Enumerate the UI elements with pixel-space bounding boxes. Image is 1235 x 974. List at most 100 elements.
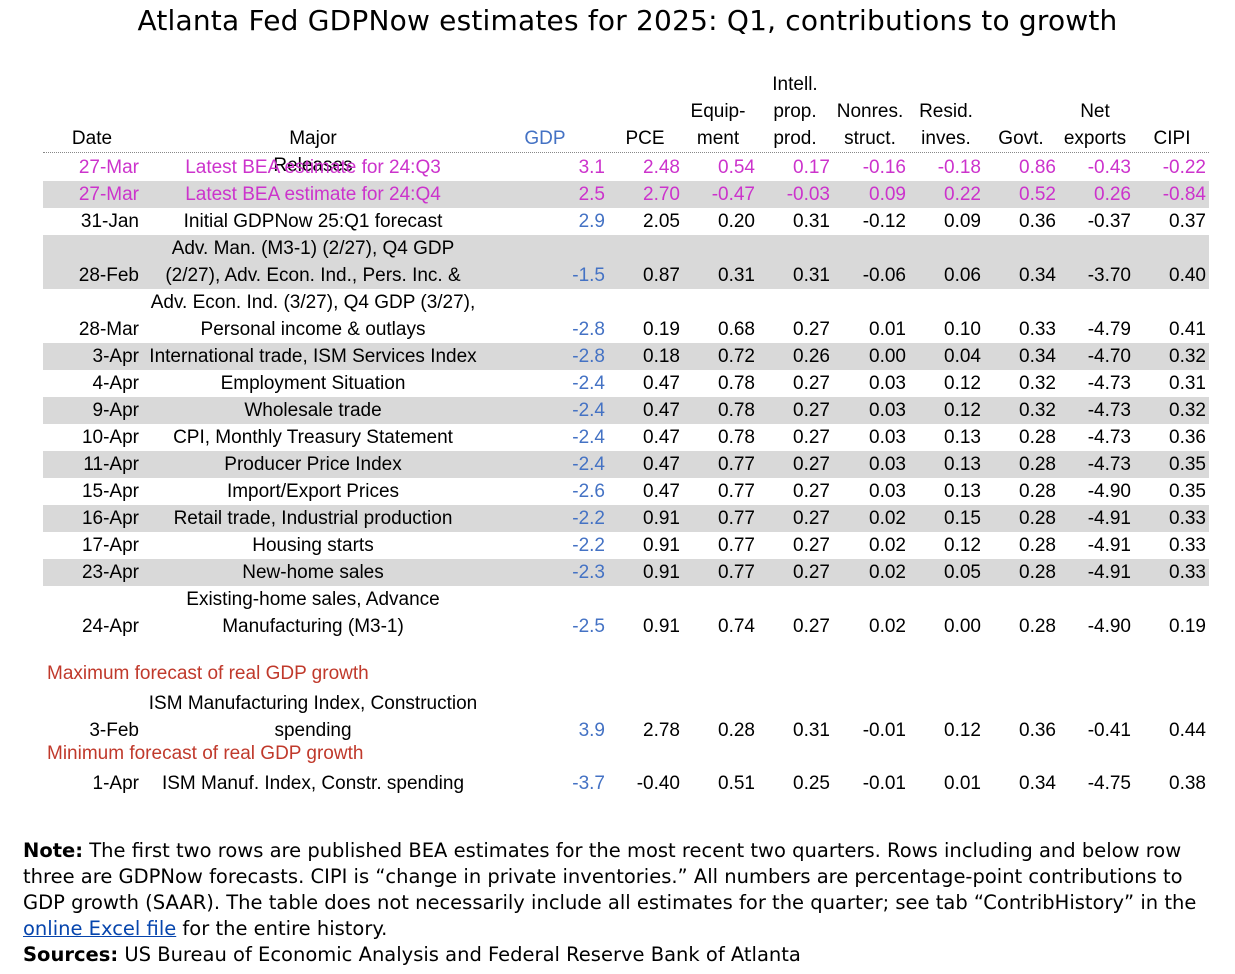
value-cell-net-exports: -4.90 (1087, 616, 1131, 637)
value-cell-gdp: 3.9 (578, 720, 605, 741)
row-band (43, 235, 1209, 289)
max_section-label: Maximum forecast of real GDP growth (47, 663, 369, 684)
column-header-3: PCE (625, 128, 665, 149)
date-cell: 28-Mar (78, 319, 139, 340)
value-cell-intell-prop-prod-: 0.27 (793, 400, 830, 421)
value-cell-net-exports: -4.75 (1087, 773, 1131, 794)
release-cell: Wholesale trade (244, 400, 382, 421)
value-cell-resid-inves-: 0.09 (944, 211, 981, 232)
value-cell-cipi: -0.22 (1162, 157, 1206, 178)
value-cell-intell-prop-prod-: 0.25 (793, 773, 830, 794)
note-label: Note: (23, 839, 84, 862)
date-cell: 4-Apr (92, 373, 139, 394)
release-cell: ISM Manuf. Index, Constr. spending (161, 773, 465, 794)
value-cell-pce: 0.91 (643, 562, 680, 583)
value-cell-equip-ment: 0.51 (718, 773, 755, 794)
value-cell-equip-ment: 0.77 (718, 562, 755, 583)
value-cell-pce: 2.70 (643, 184, 680, 205)
value-cell-pce: 0.91 (643, 508, 680, 529)
value-cell-nonres-struct-: 0.02 (869, 508, 906, 529)
min_section-label: Minimum forecast of real GDP growth (47, 743, 364, 764)
value-cell-pce: -0.40 (636, 773, 680, 794)
value-cell-equip-ment: 0.78 (718, 373, 755, 394)
value-cell-intell-prop-prod-: 0.27 (793, 616, 830, 637)
value-cell-cipi: 0.40 (1169, 265, 1206, 286)
value-cell-cipi: 0.44 (1169, 720, 1206, 741)
value-cell-cipi: 0.38 (1169, 773, 1206, 794)
value-cell-gdp: -2.5 (572, 616, 605, 637)
value-cell-gdp: 2.9 (578, 211, 605, 232)
row-band (43, 451, 1209, 478)
value-cell-nonres-struct-: 0.03 (869, 454, 906, 475)
value-cell-govt-: 0.28 (1019, 427, 1056, 448)
column-header-4: ment (696, 128, 740, 149)
value-cell-equip-ment: 0.68 (718, 319, 755, 340)
value-cell-cipi: 0.33 (1169, 535, 1206, 556)
value-cell-resid-inves-: -0.18 (937, 157, 981, 178)
value-cell-cipi: 0.32 (1169, 400, 1206, 421)
value-cell-govt-: 0.28 (1019, 481, 1056, 502)
row-band (43, 343, 1209, 370)
value-cell-gdp: -2.6 (572, 481, 605, 502)
value-cell-net-exports: -4.73 (1087, 400, 1131, 421)
online-excel-link[interactable]: online Excel file (23, 917, 177, 940)
value-cell-resid-inves-: 0.12 (944, 373, 981, 394)
value-cell-net-exports: -4.70 (1087, 346, 1131, 367)
value-cell-net-exports: -4.79 (1087, 319, 1131, 340)
value-cell-govt-: 0.52 (1019, 184, 1056, 205)
value-cell-pce: 0.47 (643, 454, 680, 475)
value-cell-intell-prop-prod-: 0.31 (793, 720, 830, 741)
value-cell-gdp: 2.5 (578, 184, 605, 205)
value-cell-resid-inves-: 0.22 (944, 184, 981, 205)
value-cell-equip-ment: 0.77 (718, 508, 755, 529)
value-cell-pce: 0.47 (643, 373, 680, 394)
release-cell: Adv. Man. (M3-1) (2/27), Q4 GDP (171, 238, 455, 259)
value-cell-pce: 0.47 (643, 427, 680, 448)
value-cell-intell-prop-prod-: 0.27 (793, 454, 830, 475)
value-cell-cipi: 0.41 (1169, 319, 1206, 340)
column-header-6: struct. (844, 128, 896, 149)
release-cell: CPI, Monthly Treasury Statement (173, 427, 453, 448)
value-cell-equip-ment: 0.54 (718, 157, 755, 178)
value-cell-govt-: 0.28 (1019, 562, 1056, 583)
value-cell-cipi: 0.19 (1169, 616, 1206, 637)
value-cell-cipi: 0.33 (1169, 562, 1206, 583)
value-cell-equip-ment: 0.31 (718, 265, 755, 286)
value-cell-equip-ment: -0.47 (711, 184, 755, 205)
date-cell: 31-Jan (80, 211, 139, 232)
row-band (43, 559, 1209, 586)
value-cell-nonres-struct-: 0.03 (869, 400, 906, 421)
date-cell: 15-Apr (81, 481, 139, 502)
column-header-5: prop. (773, 101, 817, 122)
value-cell-gdp: -2.8 (572, 346, 605, 367)
release-cell: Producer Price Index (224, 454, 402, 475)
value-cell-pce: 0.19 (643, 319, 680, 340)
value-cell-net-exports: -0.43 (1087, 157, 1131, 178)
date-cell: 28-Feb (78, 265, 139, 286)
value-cell-intell-prop-prod-: 0.27 (793, 427, 830, 448)
value-cell-pce: 0.91 (643, 616, 680, 637)
value-cell-equip-ment: 0.78 (718, 427, 755, 448)
value-cell-cipi: 0.31 (1169, 373, 1206, 394)
column-header-6: Nonres. (836, 101, 904, 122)
value-cell-resid-inves-: 0.12 (944, 535, 981, 556)
value-cell-equip-ment: 0.28 (718, 720, 755, 741)
value-cell-nonres-struct-: -0.16 (862, 157, 906, 178)
sources-text: US Bureau of Economic Analysis and Feder… (118, 943, 801, 966)
value-cell-nonres-struct-: 0.09 (869, 184, 906, 205)
release-cell: Manufacturing (M3-1) (222, 616, 404, 637)
value-cell-resid-inves-: 0.10 (944, 319, 981, 340)
value-cell-equip-ment: 0.72 (718, 346, 755, 367)
value-cell-net-exports: -3.70 (1087, 265, 1131, 286)
value-cell-nonres-struct-: 0.00 (869, 346, 906, 367)
value-cell-gdp: -2.4 (572, 454, 605, 475)
value-cell-net-exports: -0.41 (1087, 720, 1131, 741)
value-cell-resid-inves-: 0.13 (944, 427, 981, 448)
value-cell-intell-prop-prod-: 0.27 (793, 481, 830, 502)
header-divider (43, 152, 1209, 154)
date-cell: 17-Apr (81, 535, 139, 556)
value-cell-resid-inves-: 0.05 (944, 562, 981, 583)
row-band (43, 397, 1209, 424)
value-cell-cipi: 0.35 (1169, 454, 1206, 475)
release-cell: Retail trade, Industrial production (173, 508, 453, 529)
